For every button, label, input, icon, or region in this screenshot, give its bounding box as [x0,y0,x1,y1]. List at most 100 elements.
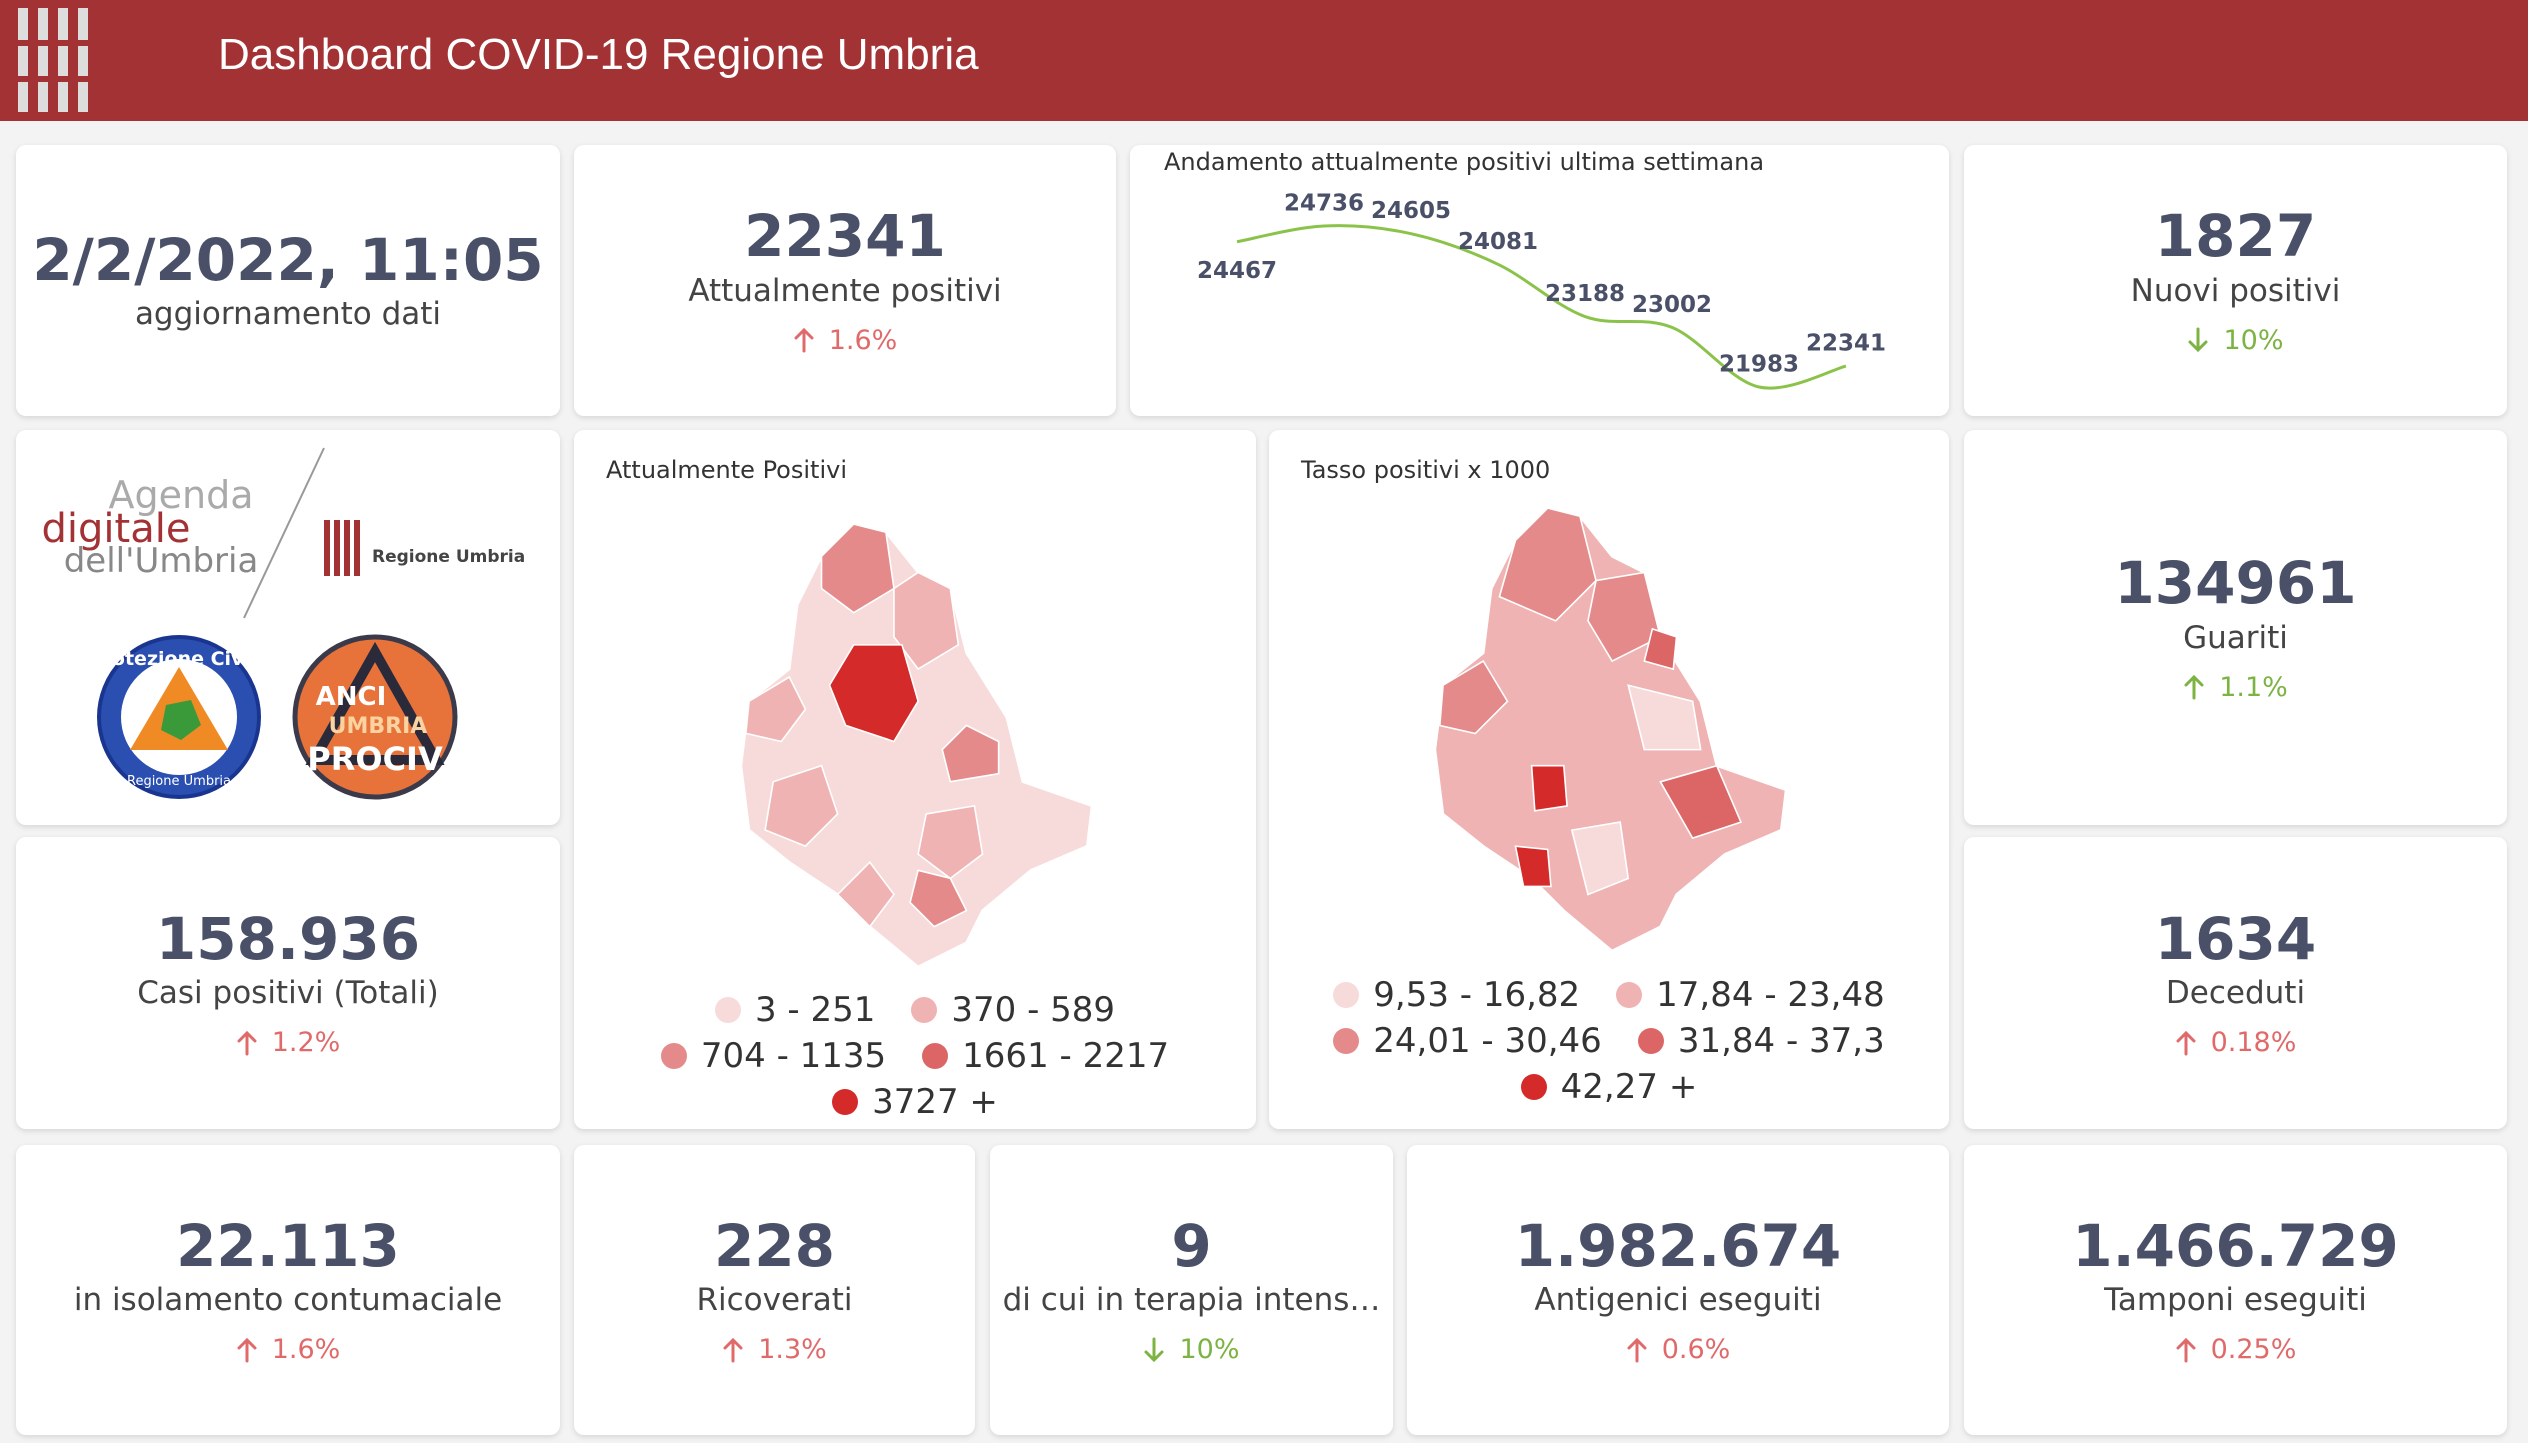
kpi-label: Guariti [2183,619,2288,656]
legend-label: 31,84 - 37,3 [1677,1021,1885,1061]
trend-arrow-path [794,328,814,353]
kpi-change: 10% [1143,1334,1240,1365]
map-region [836,861,895,928]
legend-swatch [922,1043,949,1069]
legend-label: 17,84 - 23,48 [1656,975,1885,1015]
trend-arrow-path [723,1337,743,1363]
trend-arrow-path [2188,327,2208,353]
legend-item: 370 - 589 [911,990,1115,1030]
protezione-logo [161,700,201,740]
kpi-change-text: 1.3% [758,1334,827,1366]
logo-text: Agenda [109,473,254,517]
logo-text: Regione Umbria [127,774,231,789]
divider [243,447,325,619]
map-title: Attualmente Positivi [606,456,847,484]
trend-arrow-path [1627,1337,1647,1363]
kpi-change: 1.6% [236,1334,340,1365]
map-region [1587,571,1662,663]
trend-arrow [2176,1337,2196,1363]
legend-item: 3727 + [832,1082,998,1122]
trend-arrow [237,1030,257,1056]
kpi-change: 1.3% [722,1334,827,1365]
trend-arrow-path [2176,1337,2196,1363]
kpi-change-text: 0.18% [2210,1027,2297,1059]
trend-arrow [794,328,814,353]
kpi-change: 10% [2187,324,2284,356]
map-region [1530,764,1568,812]
map-region [744,675,807,743]
map-region [1514,845,1552,888]
logos: Agenda digitale dell'Umbria Regione Umbr… [42,447,525,800]
trend-arrow-path [1144,1337,1164,1363]
kpi-change-text: 1.1% [2219,671,2288,703]
kpi-label: Nuovi positivi [2130,272,2341,309]
trend-arrow-path [2176,1030,2196,1056]
legend-item: 24,01 - 30,46 [1333,1021,1602,1061]
logo-text: PROCIV [307,740,443,778]
legend-swatch [714,997,741,1023]
kpi-label: in isolamento contumaciale [73,1282,503,1319]
logo-text: Regione Umbria [372,547,525,567]
logo-text: Protezione Civile [89,648,270,670]
trend-arrow-path [237,1337,257,1363]
kpi-label: Attualmente positivi [688,272,1002,309]
trend-arrow [237,1337,257,1363]
map-legend: 3 - 251 370 - 589 704 - 1135 1661 - 2217 372… [604,990,1226,1122]
legend-item: 42,27 + [1520,1067,1697,1107]
legend-label: 24,01 - 30,46 [1373,1021,1602,1061]
map-region [909,869,968,928]
map-region [1438,659,1509,735]
kpi-value: 228 [713,1211,836,1280]
kpi-value: 1.982.674 [1514,1211,1842,1280]
legend-label: 370 - 589 [951,990,1116,1030]
kpi-label: Antigenici eseguiti [1534,1282,1822,1319]
map-region [828,644,919,743]
legend-swatch [911,997,938,1023]
map-region [741,524,1092,967]
legend-label: 704 - 1135 [700,1036,887,1076]
kpi-change: 0.25% [2175,1334,2296,1365]
kpi-value: 22341 [744,202,946,271]
header-logo [16,8,90,112]
kpi-label: Tamponi eseguiti [2104,1282,2367,1319]
legend-item: 31,84 - 37,3 [1637,1021,1885,1061]
legend-swatch [1520,1074,1547,1100]
kpi-card: 22341 Attualmente positivi 1.6% [574,145,1116,416]
legend-item: 9,53 - 16,82 [1333,975,1580,1015]
kpi-card: 158.936 Casi positivi (Totali) 1.2% [16,837,560,1129]
map-region [917,804,984,880]
map-region [1643,627,1678,671]
map-card: Tasso positivi x 1000 9,53 - 16,82 17,84 … [1269,430,1949,1129]
trend-arrow [1144,1337,1164,1363]
legend-swatch [1333,1028,1360,1054]
legend-label: 1661 - 2217 [962,1036,1170,1076]
kpi-label: aggiornamento dati [134,296,442,333]
header: Dashboard COVID-19 Regione Umbria [0,0,2528,121]
trend-arrow [2184,675,2204,700]
kpi-value: 22.113 [176,1211,400,1280]
trend-card [1130,145,1949,416]
kpi-card: 9 di cui in terapia intens… 10% [990,1145,1393,1435]
legend-label: 3727 + [872,1082,998,1122]
trend-arrow-path [2184,675,2204,700]
map-region [820,524,895,614]
kpi-card: 22.113 in isolamento contumaciale 1.6% [16,1145,560,1435]
map-region [1659,764,1743,840]
kpi-change-text: 10% [2223,324,2284,356]
kpi-value: 9 [1171,1211,1212,1280]
legend-item: 17,84 - 23,48 [1616,975,1885,1015]
map-card: Attualmente Positivi 3 - 251 370 - 589 704… [574,430,1256,1129]
kpi-change-text: 1.6% [828,324,898,356]
map [1435,508,1786,951]
trend-arrow [2176,1030,2196,1056]
map-region [1570,821,1630,896]
kpi-card: 228 Ricoverati 1.3% [574,1145,975,1435]
logos-card: Agenda digitale dell'Umbria Regione Umbr… [16,430,560,825]
kpi-card: 1827 Nuovi positivi 10% [1964,145,2507,416]
map-title: Tasso positivi x 1000 [1301,456,1551,484]
map [741,524,1092,967]
kpi-label: di cui in terapia intens… [1002,1282,1381,1319]
trend-arrow [1627,1337,1647,1363]
map-legend: 9,53 - 16,82 17,84 - 23,48 24,01 - 30,46 31… [1329,975,1889,1107]
